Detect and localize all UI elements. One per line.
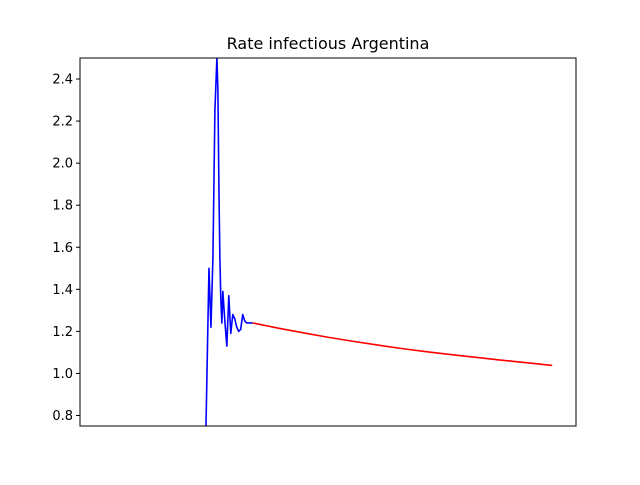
y-tick-label: 1.2 [52, 325, 73, 340]
y-tick-label: 1.4 [52, 283, 73, 298]
y-tick-label: 2.0 [52, 157, 73, 172]
y-tick-label: 1.0 [52, 367, 73, 382]
series-line-2 [252, 322, 553, 367]
y-tick-label: 1.8 [52, 199, 73, 214]
y-tick-label: 2.2 [52, 115, 73, 130]
y-tick-label: 2.4 [52, 73, 73, 88]
y-tick-label: 1.6 [52, 241, 73, 256]
chart-title: Rate infectious Argentina [227, 34, 430, 53]
series-layer [205, 58, 553, 426]
series-line-1 [205, 58, 253, 426]
y-axis: 0.8 1.0 1.2 1.4 1.6 1.8 2.0 2.2 2.4 [52, 73, 80, 424]
plot-frame [79, 57, 577, 427]
y-tick-label: 0.8 [52, 409, 73, 424]
